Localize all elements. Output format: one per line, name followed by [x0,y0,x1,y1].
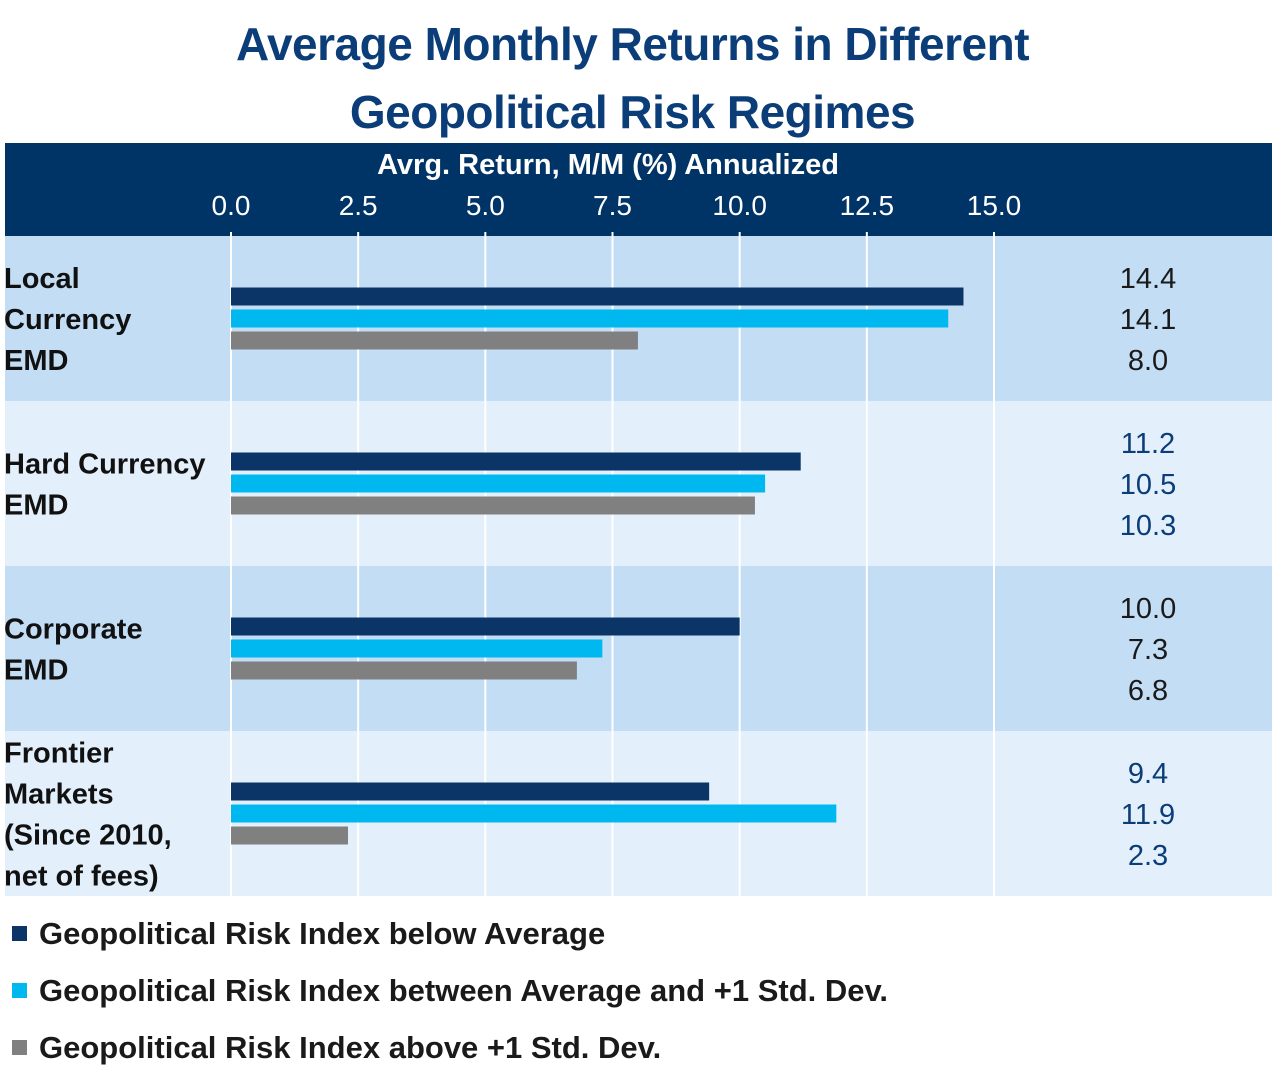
legend-label: Geopolitical Risk Index between Average … [39,972,889,1008]
value-label: 6.8 [1128,675,1168,707]
value-label: 10.3 [1120,510,1176,542]
legend-item: Geopolitical Risk Index below Average [12,905,888,962]
category-label: net of fees) [4,861,159,893]
bar-below-average [231,782,710,801]
value-label: 14.4 [1120,263,1176,295]
bar-between-average-and-1sd [231,639,603,658]
x-tick-label: 0.0 [212,190,251,221]
x-tick-label: 2.5 [339,190,378,221]
category-label: Corporate [4,614,143,646]
x-tick-label: 7.5 [593,190,632,221]
chart-title: Average Monthly Returns in Different Geo… [0,10,1265,146]
bar-between-average-and-1sd [231,309,949,328]
value-label: 11.2 [1121,428,1175,460]
legend-swatch [12,926,27,941]
category-label: EMD [4,345,68,377]
category-row-band [5,566,1272,731]
category-label: Currency [4,304,131,336]
category-label: Hard Currency [4,449,205,481]
chart-title-line-1: Average Monthly Returns in Different [235,18,1030,70]
bar-below-average [231,617,740,636]
category-label: Frontier [4,738,114,770]
bar-above-1sd [231,331,638,350]
value-label: 7.3 [1128,634,1168,666]
category-label: Local [4,263,80,295]
x-axis-title: Avrg. Return, M/M (%) Annualized [377,149,839,181]
category-label: EMD [4,655,68,687]
axis-header-band [5,143,1272,236]
bar-between-average-and-1sd [231,474,766,493]
chart-title-line-2: Geopolitical Risk Regimes [349,86,916,138]
value-label: 9.4 [1128,758,1168,790]
value-label: 10.0 [1120,593,1176,625]
category-label: Markets [4,779,114,811]
legend-label: Geopolitical Risk Index above +1 Std. De… [39,1029,662,1065]
bar-above-1sd [231,496,755,515]
value-label: 11.9 [1121,799,1175,831]
x-tick-label: 12.5 [840,190,895,221]
x-tick-label: 15.0 [967,190,1022,221]
bar-chart: Avrg. Return, M/M (%) Annualized 0.0 2.5 5.… [4,143,1272,896]
legend-item: Geopolitical Risk Index between Average … [12,962,888,1019]
bar-below-average [231,287,964,306]
legend-swatch [12,1040,27,1055]
category-label: (Since 2010, [4,820,172,852]
legend: Geopolitical Risk Index below Average Geo… [12,905,888,1076]
bar-below-average [231,452,801,471]
bar-above-1sd [231,826,348,845]
value-label: 2.3 [1128,840,1168,872]
x-tick-label: 5.0 [466,190,505,221]
value-label: 10.5 [1120,469,1176,501]
x-tick-label: 10.0 [712,190,767,221]
bar-above-1sd [231,661,577,680]
legend-item: Geopolitical Risk Index above +1 Std. De… [12,1019,888,1076]
legend-label: Geopolitical Risk Index below Average [39,915,606,951]
category-label: EMD [4,490,68,522]
value-label: 8.0 [1128,345,1168,377]
bar-between-average-and-1sd [231,804,837,823]
value-label: 14.1 [1120,304,1176,336]
legend-swatch [12,983,27,998]
